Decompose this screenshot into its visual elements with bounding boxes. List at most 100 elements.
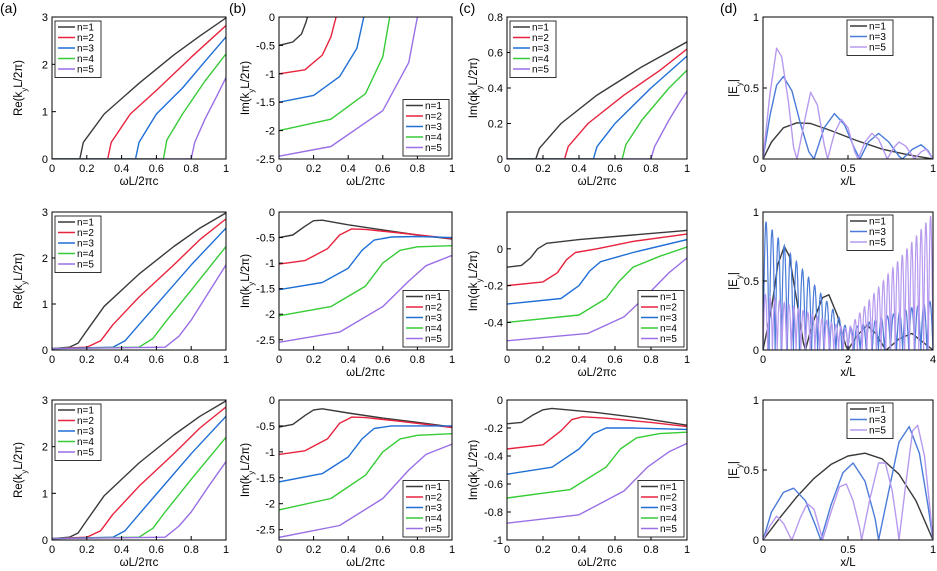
y-tick-label: -2 — [265, 499, 275, 511]
series-line-n2 — [507, 233, 687, 287]
x-tick-label: 0.8 — [410, 163, 425, 175]
series-line-n5 — [279, 17, 419, 157]
legend-label: n=3 — [869, 32, 886, 43]
series-line-n1 — [507, 41, 687, 159]
y-tick-label: -0.2 — [484, 423, 503, 435]
plot-area — [279, 17, 419, 157]
series-line-n1 — [507, 407, 687, 426]
series-line-n5 — [507, 257, 687, 342]
legend-box — [54, 215, 102, 273]
x-tick-label: 0.8 — [643, 163, 658, 175]
axes-frame — [506, 211, 688, 351]
y-tick-label: -2 — [265, 309, 275, 321]
y-tick-label: -0.8 — [484, 507, 503, 519]
series-line-n2 — [52, 406, 226, 540]
x-tick-label: 0 — [760, 544, 766, 556]
legend-label: n=5 — [425, 143, 442, 154]
y-tick-label: 0 — [497, 244, 503, 256]
x-axis-label: ωL/2πc — [346, 557, 385, 569]
y-tick-label: 0.2 — [488, 119, 503, 131]
series-line-n5 — [52, 77, 226, 159]
x-tick-label: 0.4 — [341, 354, 356, 366]
x-tick-label: 0 — [276, 354, 282, 366]
legend-label: n=5 — [869, 238, 886, 249]
chart-r3c3: 0 0.2 0.4 0.6 0.8 1 0 -0.2 -0.4 -0.6 -0.8 -1 ωL/2πc I… — [468, 395, 690, 569]
panel-label: (b) — [229, 0, 246, 16]
legend-label: n=4 — [77, 437, 94, 448]
legend-label: n=5 — [425, 524, 442, 535]
x-tick-label: 1 — [449, 354, 455, 366]
x-axis-label: ωL/2πc — [120, 557, 159, 569]
x-tick-label: 2 — [845, 354, 851, 366]
y-tick-label: 0 — [42, 345, 48, 357]
legend-label: n=2 — [77, 228, 94, 239]
series-line-n2 — [279, 17, 337, 75]
y-tick-label: -2.5 — [256, 525, 275, 537]
y-tick-label: 3 — [42, 395, 48, 407]
legend-label: n=1 — [532, 23, 549, 34]
chart-r2c1: 0 0.2 0.4 0.6 0.8 1 0 1 2 3 Re(kyL/2π) n=1n=2n=3n=4… — [13, 207, 229, 366]
x-tick-label: 1 — [930, 544, 936, 556]
x-tick-label: 0.2 — [535, 163, 550, 175]
x-tick-label: 0.6 — [375, 163, 390, 175]
legend-label: n=4 — [77, 54, 94, 65]
series-line-n5 — [52, 264, 226, 350]
plot-area — [52, 400, 226, 540]
series-line-n2 — [279, 228, 452, 265]
y-tick-label: 3 — [42, 12, 48, 24]
series-line-n3 — [507, 238, 687, 305]
x-tick-label: 0.2 — [306, 354, 321, 366]
legend-label: n=2 — [660, 493, 677, 504]
y-tick-label: -0.4 — [484, 317, 503, 329]
y-tick-label: 1 — [753, 12, 759, 24]
y-tick-label: 0.4 — [488, 83, 503, 95]
axes-frame — [278, 211, 453, 351]
legend-label: n=2 — [425, 112, 442, 123]
series-line-n1 — [507, 229, 687, 268]
y-tick-label: -2 — [265, 126, 275, 138]
x-axis-label: ωL/2πc — [120, 176, 159, 188]
x-tick-label: 1 — [684, 163, 690, 175]
axes-frame — [51, 16, 227, 160]
x-tick-label: 0.4 — [571, 354, 586, 366]
x-tick-label: 0.8 — [184, 354, 199, 366]
legend-box — [402, 290, 450, 348]
y-tick-label: 0.6 — [488, 48, 503, 60]
legend: n=1n=3n=5 — [846, 19, 894, 56]
legend: n=1n=2n=3n=4n=5 — [402, 99, 450, 157]
legend-label: n=2 — [77, 416, 94, 427]
chart-r2c2: 0 0.2 0.4 0.6 0.8 1 0 -0.5 -1 -1.5 -2 -2.5 ωL/2πc Im(… — [240, 207, 455, 379]
plot-area — [52, 17, 226, 159]
y-tick-label: 0 — [42, 154, 48, 166]
series-line-n5 — [763, 47, 933, 159]
x-tick-label: 0 — [504, 163, 510, 175]
series-line-n3 — [279, 17, 365, 103]
legend-label: n=4 — [425, 324, 442, 335]
x-tick-label: 1 — [449, 163, 455, 175]
legend-label: n=2 — [77, 33, 94, 44]
x-tick-label: 1 — [449, 544, 455, 556]
legend-label: n=3 — [425, 503, 442, 514]
y-tick-label: 2 — [42, 59, 48, 71]
plot-area — [763, 47, 933, 159]
series-line-n4 — [52, 53, 226, 159]
x-tick-label: 0.2 — [79, 163, 94, 175]
legend-label: n=5 — [869, 43, 886, 54]
y-axis-label: Im(qkyL/2π) — [468, 251, 484, 312]
plot-area — [507, 229, 687, 342]
y-axis-label: |Ey| — [728, 461, 744, 479]
legend-box — [402, 99, 450, 157]
y-tick-label: -0.5 — [256, 40, 275, 52]
legend-label: n=1 — [869, 22, 886, 33]
y-tick-label: -0.6 — [484, 479, 503, 491]
legend: n=1n=2n=3n=4n=5 — [402, 290, 450, 348]
y-tick-label: -2.5 — [256, 335, 275, 347]
y-axis-label: Re(kyL/2π) — [13, 442, 29, 498]
legend-box — [846, 19, 894, 56]
y-tick-label: 0.5 — [744, 465, 759, 477]
x-tick-label: 0.2 — [535, 544, 550, 556]
x-tick-label: 0.6 — [149, 544, 164, 556]
legend: n=1n=2n=3n=4n=5 — [637, 480, 685, 538]
series-line-n3 — [279, 235, 452, 291]
series-line-n3 — [507, 427, 687, 475]
